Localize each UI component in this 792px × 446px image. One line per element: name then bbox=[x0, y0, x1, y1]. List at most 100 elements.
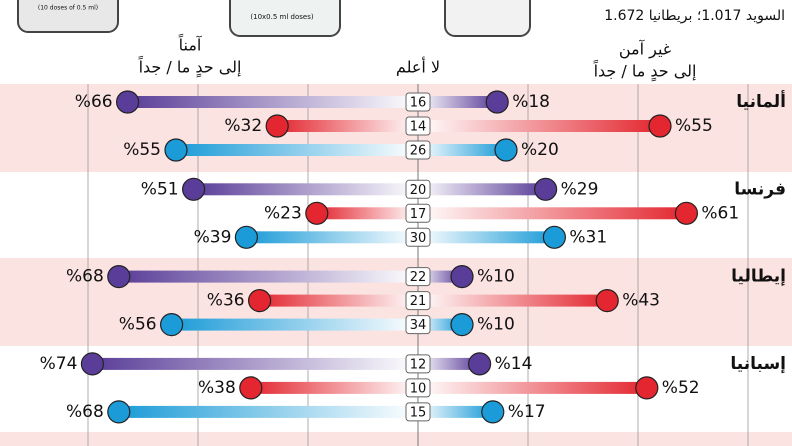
safe-dot bbox=[265, 114, 289, 138]
unsafe-dot bbox=[542, 225, 567, 249]
unsafe-bar bbox=[418, 207, 687, 220]
safe-bar bbox=[316, 207, 418, 220]
safe-label: %38 bbox=[198, 378, 236, 398]
safe-bar bbox=[277, 120, 418, 132]
unsafe-dot bbox=[648, 114, 672, 138]
unsafe-dot bbox=[481, 400, 505, 424]
vial bbox=[229, 0, 341, 37]
unknown-box bbox=[405, 354, 431, 374]
safe-label: %23 bbox=[264, 203, 302, 223]
unsafe-label: %55 bbox=[675, 116, 713, 136]
unsafe-dot bbox=[494, 138, 518, 162]
unknown-label: 34 bbox=[410, 318, 427, 333]
unknown-label: 21 bbox=[410, 294, 427, 309]
safe-dot bbox=[115, 90, 140, 114]
unknown-label: 14 bbox=[410, 120, 427, 135]
unknown-label: 15 bbox=[410, 405, 427, 420]
unknown-label: 22 bbox=[410, 270, 427, 285]
unsafe-bar bbox=[418, 231, 555, 244]
unsafe-label: %43 bbox=[622, 291, 660, 311]
safe-dot bbox=[80, 352, 105, 376]
country-label: إسبانيا bbox=[730, 354, 786, 374]
unknown-box bbox=[405, 378, 431, 398]
unsafe-dot bbox=[450, 265, 474, 289]
safe-bar bbox=[92, 357, 419, 370]
unknown-label: 26 bbox=[410, 144, 427, 159]
unsafe-label: %10 bbox=[477, 315, 515, 335]
unsafe-dot bbox=[450, 313, 474, 337]
unsafe-bar bbox=[418, 144, 506, 156]
safe-bar bbox=[118, 405, 419, 418]
safe-bar bbox=[127, 96, 418, 108]
unknown-box bbox=[405, 92, 431, 112]
safe-label: %68 bbox=[66, 402, 104, 422]
safe-label: %55 bbox=[123, 140, 161, 160]
vial-caption: (10 doses of 0.5 ml) bbox=[38, 5, 98, 12]
unknown-label: 16 bbox=[410, 96, 427, 111]
header: غير آمن bbox=[619, 40, 671, 60]
safe-label: %39 bbox=[194, 227, 232, 247]
safe-bar bbox=[176, 144, 418, 156]
unsafe-label: %17 bbox=[508, 402, 546, 422]
unknown-label: 30 bbox=[410, 231, 427, 246]
safe-dot bbox=[234, 225, 258, 249]
safe-dot bbox=[164, 138, 188, 162]
safe-bar bbox=[246, 231, 418, 244]
country-label: إيطاليا bbox=[731, 267, 786, 287]
unsafe-bar bbox=[418, 96, 498, 108]
vial bbox=[444, 0, 531, 37]
unknown-box bbox=[405, 402, 431, 422]
unknown-box bbox=[405, 203, 431, 223]
unsafe-label: %52 bbox=[662, 378, 700, 398]
unsafe-label: %18 bbox=[512, 92, 550, 112]
unsafe-dot bbox=[468, 352, 492, 376]
unsafe-bar bbox=[418, 405, 493, 418]
unsafe-bar bbox=[418, 357, 480, 370]
unsafe-bar bbox=[418, 120, 660, 132]
safe-dot bbox=[107, 400, 131, 424]
unsafe-bar bbox=[418, 294, 608, 307]
unknown-box bbox=[405, 267, 431, 287]
unknown-label: 17 bbox=[410, 207, 427, 222]
unsafe-dot bbox=[485, 90, 509, 114]
note: السويد 1.017؛ بريطانيا 1.672 bbox=[604, 8, 785, 24]
unsafe-dot bbox=[635, 376, 659, 400]
band bbox=[0, 432, 792, 446]
unsafe-label: %29 bbox=[561, 179, 599, 199]
unknown-box bbox=[405, 227, 431, 247]
unknown-box bbox=[405, 179, 431, 199]
unknown-label: 10 bbox=[410, 381, 427, 396]
vials: (10 doses of 0.5 ml) (10x0.5 ml doses) bbox=[17, 0, 531, 37]
unsafe-label: %20 bbox=[521, 140, 559, 160]
safe-label: %56 bbox=[119, 315, 157, 335]
unknown-box bbox=[405, 315, 431, 335]
safe-bar bbox=[193, 183, 418, 196]
country-label: ألمانيا bbox=[736, 90, 786, 112]
header: إلى حدٍ ما / جداً bbox=[593, 59, 697, 82]
unsafe-dot bbox=[533, 177, 558, 201]
safe-label: %74 bbox=[40, 354, 78, 374]
vial bbox=[17, 0, 119, 33]
country-label: فرنسا bbox=[734, 179, 786, 199]
unsafe-label: %14 bbox=[495, 354, 533, 374]
header: آمناً bbox=[178, 33, 203, 55]
unsafe-bar bbox=[418, 183, 546, 196]
safe-label: %66 bbox=[75, 92, 113, 112]
safe-dot bbox=[305, 201, 329, 225]
unknown-label: 12 bbox=[410, 357, 427, 372]
safe-dot bbox=[182, 177, 206, 201]
unknown-box bbox=[405, 140, 431, 160]
safe-label: %32 bbox=[224, 116, 262, 136]
safe-label: %36 bbox=[207, 291, 245, 311]
unknown-box bbox=[405, 116, 431, 136]
unknown-box bbox=[405, 291, 431, 311]
safe-label: %51 bbox=[141, 179, 179, 199]
header: إلى حدٍ ما / جداً bbox=[138, 55, 242, 78]
safe-bar bbox=[118, 270, 419, 283]
safe-label: %68 bbox=[66, 267, 104, 287]
safe-dot bbox=[239, 376, 263, 400]
safe-bar bbox=[171, 318, 418, 331]
safe-bar bbox=[259, 294, 418, 307]
unsafe-dot bbox=[595, 289, 619, 313]
